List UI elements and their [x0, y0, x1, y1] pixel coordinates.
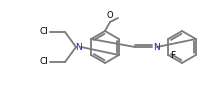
- Text: Cl: Cl: [39, 58, 48, 66]
- Text: Cl: Cl: [39, 28, 48, 36]
- Text: O: O: [107, 11, 113, 20]
- Text: N: N: [153, 42, 160, 52]
- Text: N: N: [75, 42, 81, 52]
- Text: F: F: [170, 50, 175, 60]
